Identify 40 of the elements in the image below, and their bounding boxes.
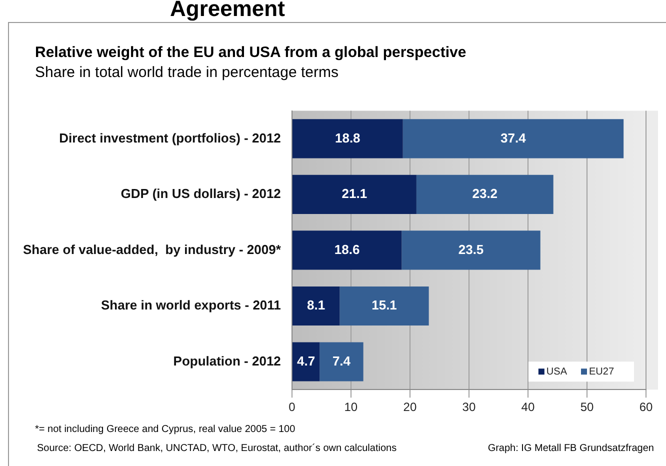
bar (292, 174, 416, 214)
data-label: 18.6 (334, 242, 360, 257)
data-label: 15.1 (372, 298, 397, 313)
bar (292, 286, 340, 326)
legend-label: EU27 (588, 366, 614, 378)
data-label: 23.5 (458, 242, 484, 257)
chart-title: Relative weight of the EU and USA from a global perspective (35, 44, 466, 61)
y-tick-label: Share of value-added, by industry - 2009* (22, 242, 282, 257)
legend-label: USA (546, 366, 568, 378)
data-label: 37.4 (500, 130, 527, 146)
data-label: 23.2 (472, 186, 498, 202)
bar (402, 230, 540, 270)
y-tick-label: Share in world exports - 2011 (101, 298, 281, 313)
bar (416, 174, 554, 214)
data-label: 8.1 (307, 298, 326, 313)
x-tick-label: 20 (403, 400, 417, 414)
data-label: 18.8 (334, 130, 360, 146)
data-label: 21.1 (342, 186, 368, 202)
data-label: 4.7 (296, 353, 316, 368)
chart-subtitle: Share in total world trade in percentage terms (35, 64, 338, 81)
x-tick-label: 40 (521, 400, 535, 414)
text: Agreement (170, 0, 285, 22)
y-tick-label: GDP (in US dollars) - 2012 (120, 186, 281, 202)
x-tick-label: 50 (580, 400, 594, 414)
bar (292, 342, 320, 382)
y-tick-label: Population - 2012 (173, 353, 281, 368)
data-label: 7.4 (332, 353, 352, 368)
bar (292, 119, 403, 158)
bar (320, 342, 364, 382)
bar (292, 230, 402, 270)
text: Graph: IG Metall FB Grundsatzfragen (488, 443, 654, 454)
text: *= not including Greece and Cyprus, real value 2005 = 100 (35, 424, 296, 435)
source-note: Source: OECD, World Bank, UNCTAD, WTO, Eurostat, author´s own calculations (37, 443, 397, 454)
x-tick-label: 30 (462, 400, 476, 414)
x-tick-label: 10 (344, 400, 358, 414)
y-tick-label: Direct investment (portfolios) - 2012 (59, 130, 281, 146)
x-tick-label: 0 (288, 400, 296, 414)
bar (340, 286, 429, 326)
x-tick-label: 60 (639, 400, 653, 414)
bar (402, 119, 624, 158)
